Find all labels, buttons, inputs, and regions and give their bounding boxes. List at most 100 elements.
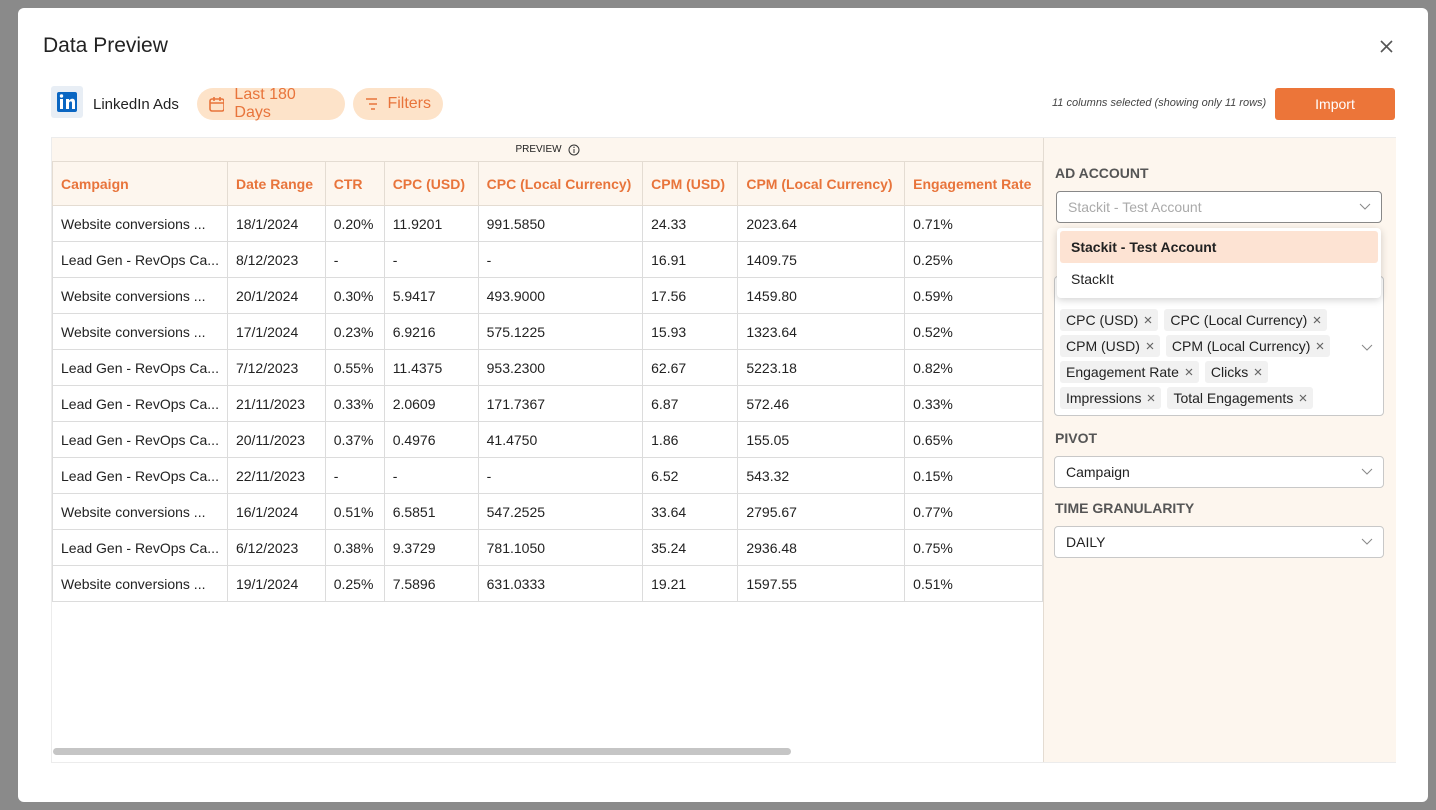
tag-remove[interactable]	[1316, 342, 1324, 350]
table-row: Lead Gen - RevOps Ca... 7/12/2023 0.55% 11.…	[52, 349, 1043, 386]
table-body: Website conversions ... 18/1/2024 0.20% 11.…	[52, 205, 1043, 602]
table-cell: Website conversions ...	[52, 205, 228, 242]
column-tag: CPC (USD)	[1060, 309, 1159, 331]
table-cell: 33.64	[642, 493, 739, 530]
table-cell: 17/1/2024	[226, 313, 326, 350]
tag-label: Impressions	[1066, 390, 1142, 406]
table-cell: -	[324, 457, 385, 494]
ad-account-value: Stackit - Test Account	[1068, 199, 1202, 215]
table-row: Lead Gen - RevOps Ca... 6/12/2023 0.38% 9.3…	[52, 529, 1043, 566]
table-cell: 7.5896	[383, 565, 479, 602]
table-cell: 2936.48	[737, 529, 906, 566]
remove-icon	[1313, 316, 1321, 324]
table-cell: 0.51%	[324, 493, 385, 530]
table-cell: 0.82%	[904, 349, 1043, 386]
table-cell: 20/11/2023	[226, 421, 326, 458]
date-range-label: Last 180 Days	[234, 86, 296, 121]
table-cell: Website conversions ...	[52, 493, 228, 530]
table-cell: 20/1/2024	[226, 277, 326, 314]
tag-remove[interactable]	[1146, 342, 1154, 350]
modal-title: Data Preview	[43, 34, 168, 57]
table-cell: -	[324, 241, 385, 278]
column-header: CPM (USD)	[642, 161, 739, 206]
columns-multiselect[interactable]: CPC (USD) CPC (Local Currency) CPM (USD) CP…	[1054, 276, 1384, 416]
dropdown-option[interactable]: Stackit - Test Account	[1060, 231, 1378, 263]
ad-account-dropdown: Stackit - Test Account StackIt	[1057, 228, 1381, 298]
table-cell: -	[383, 457, 479, 494]
column-tag: Clicks	[1204, 361, 1269, 383]
table-cell: 0.38%	[324, 529, 385, 566]
import-button[interactable]: Import	[1275, 88, 1395, 120]
table-cell: 0.71%	[904, 205, 1043, 242]
table-row: Lead Gen - RevOps Ca... 22/11/2023- - -6.52…	[52, 457, 1043, 494]
table-cell: 1409.75	[737, 241, 906, 278]
column-tag: CPM (Local Currency)	[1165, 335, 1331, 357]
table-cell: 22/11/2023	[226, 457, 326, 494]
table-cell: Lead Gen - RevOps Ca...	[52, 385, 228, 422]
table-row: Website conversions ... 19/1/2024 0.25% 7.5…	[52, 565, 1043, 602]
tag-remove[interactable]	[1185, 368, 1193, 376]
tag-label: CPM (Local Currency)	[1171, 338, 1311, 354]
table-cell: 0.51%	[904, 565, 1043, 602]
tag-label: CPC (Local Currency)	[1170, 312, 1308, 328]
close-button[interactable]	[1380, 40, 1393, 53]
ad-account-select[interactable]: Stackit - Test Account	[1056, 191, 1382, 223]
table-cell: 0.20%	[324, 205, 385, 242]
pivot-select[interactable]: Campaign	[1054, 456, 1384, 488]
date-range-button[interactable]: Last 180 Days	[197, 86, 345, 121]
table-cell: Lead Gen - RevOps Ca...	[52, 241, 228, 278]
table-cell: 41.4750	[477, 421, 644, 458]
column-tag: CPC (Local Currency)	[1164, 309, 1328, 331]
table-cell: 543.32	[737, 457, 906, 494]
settings-sidebar: AD ACCOUNT Stackit - Test Account CPC (U…	[1043, 138, 1396, 762]
table-cell: 19/1/2024	[226, 565, 326, 602]
table-cell: 0.4976	[383, 421, 479, 458]
data-table: Campaign Date Range CTR CPC (USD) CPC (Local…	[52, 161, 1043, 602]
ad-account-label: AD ACCOUNT	[1055, 165, 1149, 181]
granularity-value: DAILY	[1066, 534, 1106, 550]
tag-remove[interactable]	[1299, 394, 1307, 402]
table-cell: 5223.18	[737, 349, 906, 386]
horizontal-scrollbar[interactable]	[53, 748, 791, 755]
granularity-select[interactable]: DAILY	[1054, 526, 1384, 558]
table-cell: Lead Gen - RevOps Ca...	[52, 529, 228, 566]
table-cell: 18/1/2024	[226, 205, 326, 242]
header-row: Campaign Date Range CTR CPC (USD) CPC (Local…	[52, 161, 1043, 206]
table-cell: 0.59%	[904, 277, 1043, 314]
tag-label: Clicks	[1210, 364, 1249, 380]
table-cell: Website conversions ...	[52, 565, 228, 602]
dropdown-option[interactable]: StackIt	[1071, 271, 1114, 287]
preview-panel: PREVIEW Campaign Date Range CTR CPC (USD) CP…	[51, 137, 1396, 763]
source-name: LinkedIn Ads	[93, 96, 179, 113]
table-cell: 62.67	[642, 349, 739, 386]
tag-remove[interactable]	[1254, 368, 1262, 376]
table-cell: 19.21	[642, 565, 739, 602]
table-cell: 8/12/2023	[226, 241, 326, 278]
tag-label: CPM (USD)	[1066, 338, 1140, 354]
table-cell: 0.25%	[904, 241, 1043, 278]
table-cell: 1323.64	[737, 313, 906, 350]
modal: Data Preview LinkedIn Ads Last 180 Days …	[18, 8, 1428, 802]
tag-remove[interactable]	[1313, 316, 1321, 324]
tag-remove[interactable]	[1147, 394, 1155, 402]
table-cell: -	[383, 241, 479, 278]
table-cell: 0.37%	[324, 421, 385, 458]
tag-remove[interactable]	[1144, 316, 1152, 324]
chevron-icon	[1361, 538, 1373, 545]
table-row: Lead Gen - RevOps Ca... 8/12/2023- - -16.91…	[52, 241, 1043, 278]
table-cell: Lead Gen - RevOps Ca...	[52, 349, 228, 386]
filters-button[interactable]: Filters	[353, 88, 443, 120]
granularity-label: TIME GRANULARITY	[1055, 500, 1195, 516]
table-cell: Lead Gen - RevOps Ca...	[52, 457, 228, 494]
remove-icon	[1144, 316, 1152, 324]
table-cell: 493.9000	[477, 277, 644, 314]
caption-text: PREVIEW	[515, 144, 562, 155]
table-cell: 171.7367	[477, 385, 644, 422]
column-header: CPM (Local Currency)	[737, 161, 906, 206]
table-caption: PREVIEW	[52, 138, 1043, 161]
table-cell: 631.0333	[477, 565, 644, 602]
pivot-value: Campaign	[1066, 464, 1130, 480]
table-cell: 9.3729	[383, 529, 479, 566]
column-tag: Engagement Rate	[1060, 361, 1199, 383]
table-cell: 991.5850	[477, 205, 644, 242]
